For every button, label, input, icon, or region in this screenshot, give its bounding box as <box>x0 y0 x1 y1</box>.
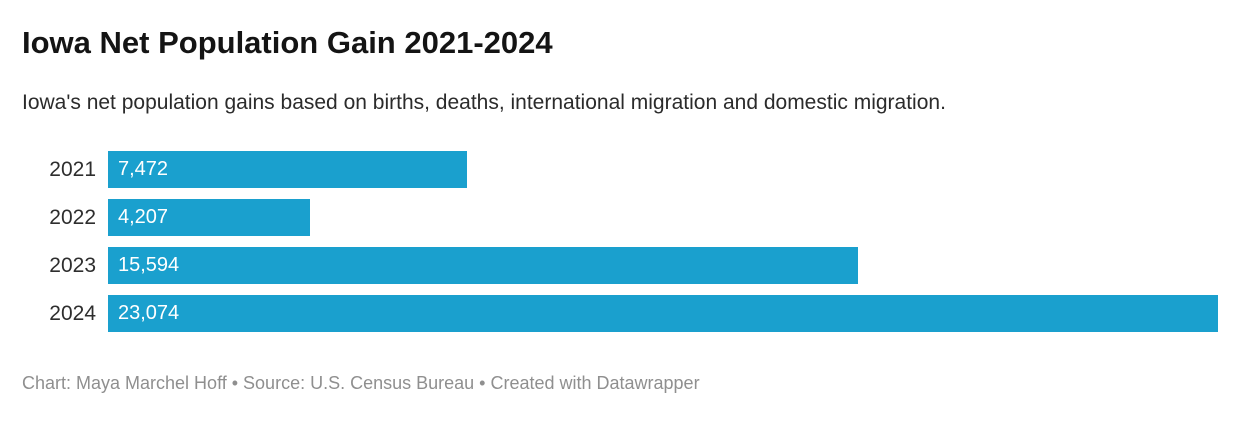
chart-title: Iowa Net Population Gain 2021-2024 <box>22 25 553 60</box>
chart-subtitle: Iowa's net population gains based on bir… <box>22 91 946 114</box>
bar-track: 15,594 <box>108 247 1218 284</box>
bar-2021: 7,472 <box>108 151 468 188</box>
bar-value-label: 7,472 <box>118 158 169 180</box>
bar-2022: 4,207 <box>108 199 311 236</box>
bar-2024: 23,074 <box>108 295 1218 332</box>
bar-value-label: 4,207 <box>118 206 169 228</box>
bar-chart: 2021 7,472 2022 4,207 2023 15,594 2024 23,074 <box>22 151 1218 332</box>
bar-track: 7,472 <box>108 151 1218 188</box>
bar-category-label: 2021 <box>49 157 96 181</box>
bar-track: 4,207 <box>108 199 1218 236</box>
bar-row-2024: 2024 23,074 <box>22 295 1218 332</box>
bar-track: 23,074 <box>108 295 1218 332</box>
bar-row-2022: 2022 4,207 <box>22 199 1218 236</box>
bar-row-2021: 2021 7,472 <box>22 151 1218 188</box>
bar-2023: 15,594 <box>108 247 859 284</box>
bar-value-label: 15,594 <box>118 254 180 276</box>
bar-category-label: 2023 <box>49 253 96 277</box>
bar-category-label: 2022 <box>49 205 96 229</box>
bar-category-label: 2024 <box>49 301 96 325</box>
chart-credit-line: Chart: Maya Marchel Hoff • Source: U.S. … <box>22 373 700 393</box>
bar-value-label: 23,074 <box>118 302 180 324</box>
bar-row-2023: 2023 15,594 <box>22 247 1218 284</box>
